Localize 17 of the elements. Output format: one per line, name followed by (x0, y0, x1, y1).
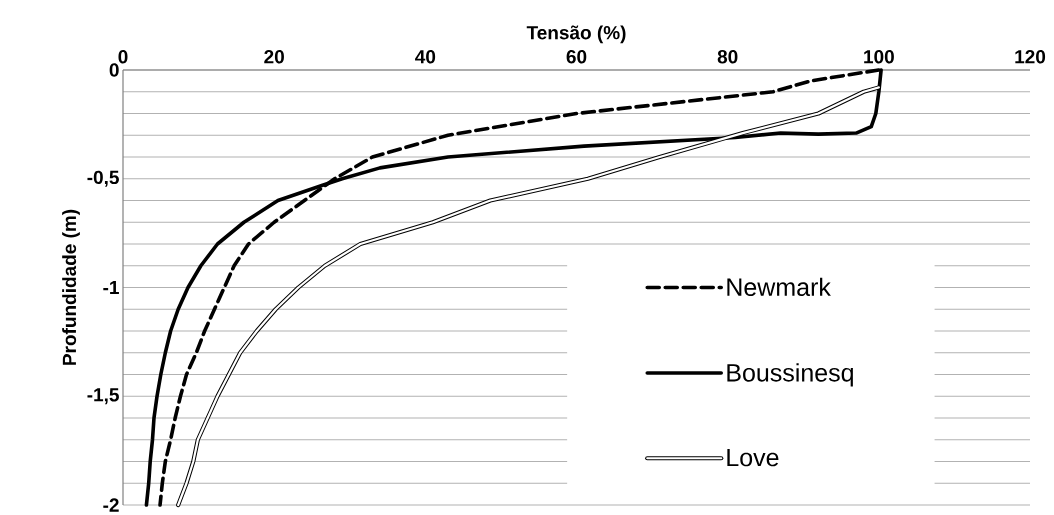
legend-label: Love (727, 448, 779, 467)
x-tick-label: 100 (864, 50, 894, 64)
y-tick-label: -1,5 (87, 388, 119, 405)
x-tick-label: 80 (717, 50, 738, 64)
legend-label: Boussinesq (727, 363, 853, 387)
legend-label: Newmark (727, 277, 831, 297)
x-tick-label: 120 (1015, 50, 1046, 64)
x-tick-label: 0 (118, 50, 128, 64)
y-axis-title: Profundidade (m) (62, 209, 80, 365)
x-tick-label: 40 (415, 50, 436, 64)
y-tick-label: -2 (103, 498, 119, 512)
x-tick-label: 20 (264, 50, 284, 64)
y-tick-label: -1 (103, 280, 119, 295)
x-tick-label: 60 (566, 50, 587, 64)
y-tick-label: -0,5 (87, 170, 119, 187)
y-tick-label: 0 (109, 63, 119, 77)
x-axis-title: Tensão (%) (526, 25, 626, 44)
